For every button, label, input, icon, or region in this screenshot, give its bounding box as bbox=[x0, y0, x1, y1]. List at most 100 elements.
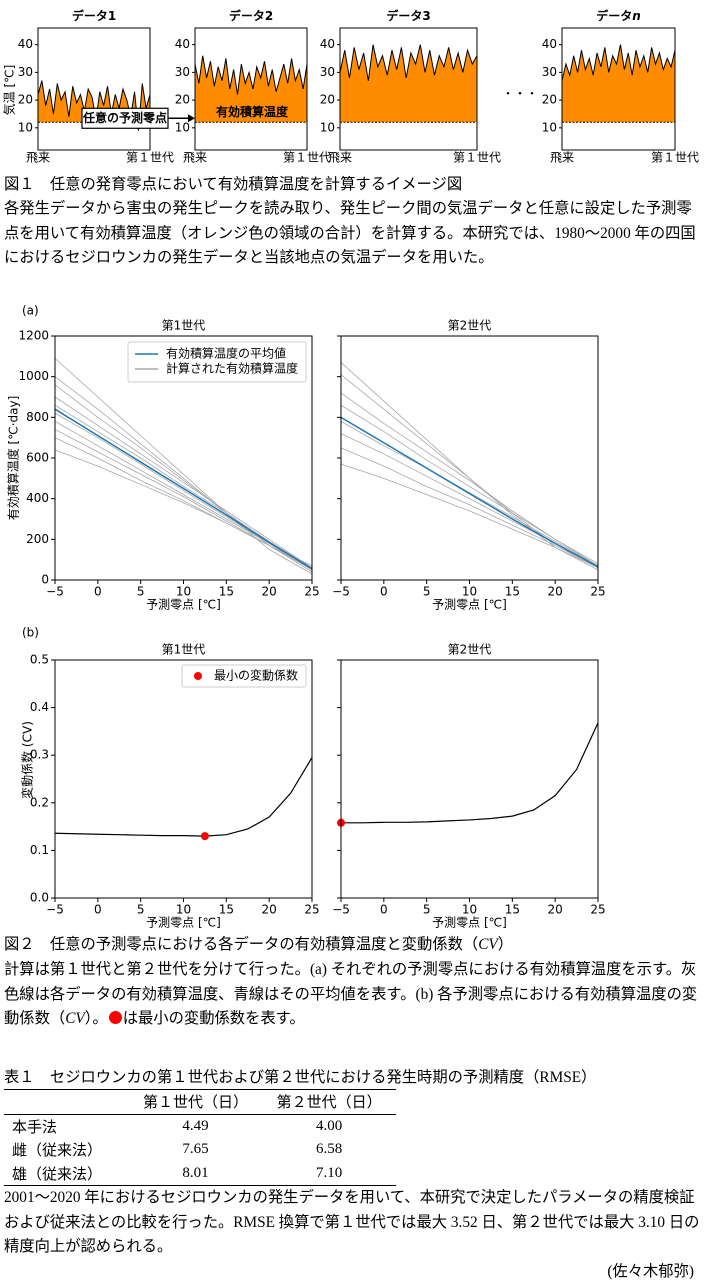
y-tick-label: 30 bbox=[18, 65, 33, 79]
text: 図２ 任意の予測零点における各データの有効積算温度と変動係数（ bbox=[4, 936, 479, 953]
y-axis-label: 有効積算温度 [℃·day] bbox=[6, 396, 21, 521]
x-tick-label: 15 bbox=[505, 903, 520, 917]
gray-line bbox=[54, 429, 313, 571]
table-row: 雄（従来法） 8.01 7.10 bbox=[4, 1161, 396, 1186]
x-tick-label: 25 bbox=[590, 585, 605, 599]
figure-label: (b) bbox=[22, 626, 39, 640]
cv-line bbox=[341, 722, 599, 824]
y-tick-label: 30 bbox=[175, 65, 190, 79]
row-label: 雄（従来法） bbox=[4, 1161, 129, 1186]
annotation-box bbox=[81, 107, 169, 129]
table-row: 本手法 4.49 4.00 bbox=[4, 1114, 396, 1138]
x-label: 第１世代 bbox=[453, 151, 501, 165]
gray-line bbox=[54, 396, 313, 569]
y-tick-label: 40 bbox=[542, 37, 557, 51]
gray-line bbox=[54, 412, 313, 571]
x-tick-label: −5 bbox=[332, 585, 350, 599]
text: は最小の変動係数を表す。 bbox=[122, 1010, 305, 1027]
y-tick-label: 1000 bbox=[18, 369, 49, 383]
x-tick-label: 5 bbox=[137, 903, 145, 917]
x-tick-label: 15 bbox=[219, 585, 234, 599]
mean-line bbox=[54, 408, 313, 570]
x-label: 飛来 bbox=[328, 151, 352, 165]
x-label: 飛来 bbox=[26, 151, 50, 165]
y-tick-label: 0.2 bbox=[30, 795, 49, 809]
arrow-head bbox=[188, 114, 195, 123]
panel-title: データ3 bbox=[386, 8, 430, 23]
x-tick-label: 5 bbox=[423, 585, 431, 599]
x-tick-label: 20 bbox=[548, 585, 563, 599]
x-axis-label: 予測零点 [℃] bbox=[432, 916, 507, 930]
y-tick-label: 1200 bbox=[18, 329, 49, 343]
y-tick-label: 200 bbox=[26, 532, 49, 546]
x-tick-label: 10 bbox=[462, 585, 477, 599]
x-tick-label: 5 bbox=[137, 585, 145, 599]
x-tick-label: 15 bbox=[219, 903, 234, 917]
gray-line bbox=[54, 358, 313, 575]
plot-frame bbox=[339, 27, 478, 151]
plot-frame bbox=[54, 659, 313, 899]
x-tick-label: 15 bbox=[505, 585, 520, 599]
x-axis-label: 予測零点 [℃] bbox=[432, 598, 507, 612]
panel-title: データ2 bbox=[229, 8, 273, 23]
y-tick-label: 600 bbox=[26, 451, 49, 465]
y-tick-label: 400 bbox=[26, 491, 49, 505]
x-axis-label: 予測零点 [℃] bbox=[146, 916, 221, 930]
y-tick-label: 0.4 bbox=[30, 700, 49, 714]
x-tick-label: 0 bbox=[94, 903, 102, 917]
plot-frame bbox=[340, 659, 599, 899]
x-label: 飛来 bbox=[183, 151, 207, 165]
legend-box bbox=[181, 664, 307, 688]
table-notes: 2001～2020 年におけるセジロウンカの発生データを用いて、本研究で決定した… bbox=[4, 1189, 700, 1255]
legend-label: 計算された有効積算温度 bbox=[166, 361, 298, 376]
y-tick-label: 40 bbox=[18, 37, 33, 51]
y-tick-label: 30 bbox=[320, 65, 335, 79]
table: 第１世代（日） 第２世代（日） 本手法 4.49 4.00 雌（従来法） 7.65 6.5… bbox=[4, 1089, 396, 1186]
y-axis-label: 変動係数 (CV) bbox=[20, 721, 35, 799]
fig2-caption: 計算は第１世代と第２世代を分けて行った。(a) それぞれの予測零点における有効積… bbox=[4, 958, 702, 1032]
gray-line bbox=[340, 421, 599, 567]
text: ）。 bbox=[84, 1010, 108, 1027]
x-tick-label: −5 bbox=[332, 903, 350, 917]
min-cv-marker bbox=[200, 832, 209, 841]
cell: 7.10 bbox=[262, 1161, 396, 1186]
table-row: 雌（従来法） 7.65 6.58 bbox=[4, 1138, 396, 1162]
temperature-line bbox=[561, 44, 676, 81]
x-tick-label: 10 bbox=[176, 903, 191, 917]
gray-line bbox=[340, 404, 599, 567]
temperature-line bbox=[339, 44, 478, 81]
x-tick-label: 20 bbox=[262, 903, 277, 917]
x-label: 第１世代 bbox=[126, 151, 174, 165]
y-tick-label: 0.5 bbox=[30, 653, 49, 667]
x-tick-label: 10 bbox=[176, 585, 191, 599]
x-tick-label: 5 bbox=[423, 903, 431, 917]
panel-title: 第1世代 bbox=[162, 643, 206, 657]
text: ） bbox=[497, 936, 514, 953]
annotation-area: 有効積算温度 bbox=[216, 104, 289, 119]
panel-title-text: データ bbox=[596, 8, 632, 23]
y-tick-label: 40 bbox=[320, 37, 335, 51]
gray-line bbox=[340, 463, 599, 569]
row-label: 雌（従来法） bbox=[12, 1143, 103, 1160]
panel-title-text: データ1 bbox=[72, 8, 116, 23]
x-tick-label: 0 bbox=[380, 903, 388, 917]
fig1-caption-title: 図１ 任意の発育零点において有効積算温度を計算するイメージ図 bbox=[4, 176, 463, 193]
y-tick-label: 20 bbox=[175, 93, 190, 107]
x-tick-label: 25 bbox=[304, 903, 319, 917]
x-tick-label: −5 bbox=[46, 585, 64, 599]
header-cell: 第１世代（日） bbox=[128, 1089, 263, 1115]
gray-line bbox=[340, 374, 599, 569]
fig2-caption-title: 図２ 任意の予測零点における各データの有効積算温度と変動係数（CV） bbox=[4, 933, 702, 958]
gray-line bbox=[340, 447, 599, 567]
x-tick-label: 0 bbox=[94, 585, 102, 599]
y-tick-label: 0.3 bbox=[30, 748, 49, 762]
legend-box bbox=[127, 341, 307, 383]
cv-line bbox=[54, 757, 313, 837]
x-label: 第１世代 bbox=[283, 151, 331, 165]
y-tick-label: 0.1 bbox=[30, 843, 49, 857]
x-tick-label: −5 bbox=[46, 903, 64, 917]
author: (佐々木郁弥) bbox=[607, 1263, 694, 1280]
y-tick-label: 20 bbox=[18, 93, 33, 107]
